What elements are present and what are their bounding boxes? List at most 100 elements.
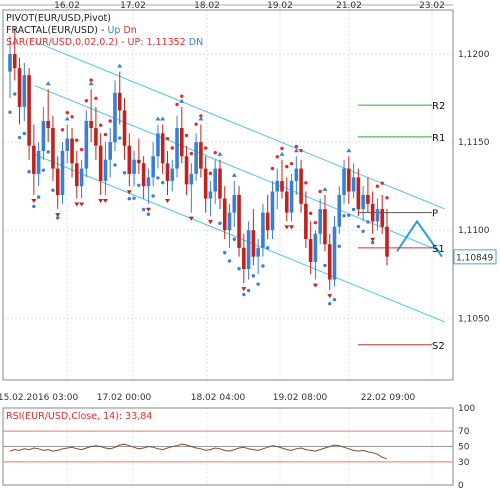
sar-dot bbox=[347, 213, 351, 217]
candle-body bbox=[137, 159, 141, 164]
pivot-label-s2: S2 bbox=[432, 341, 445, 352]
rsi-tick-label: 70 bbox=[458, 427, 470, 437]
sar-dot bbox=[79, 147, 84, 152]
fractal-down-marker bbox=[312, 283, 318, 288]
sar-dot bbox=[17, 135, 22, 140]
candle-body bbox=[89, 121, 93, 129]
sar-dot bbox=[170, 146, 174, 150]
sar-dot bbox=[223, 250, 227, 255]
candle-body bbox=[265, 212, 270, 231]
sar-dot bbox=[366, 220, 370, 224]
sar-dot bbox=[141, 207, 146, 212]
candle-body bbox=[60, 150, 65, 195]
sar-dot bbox=[98, 123, 103, 127]
bottom-date-label: 22.02 09:00 bbox=[361, 393, 416, 403]
rsi-tick-label: 0 bbox=[458, 481, 464, 491]
candle-body bbox=[366, 195, 370, 204]
sar-dot bbox=[175, 102, 179, 107]
candle-body bbox=[270, 191, 275, 231]
rsi-tick-label: 50 bbox=[458, 443, 470, 453]
candle-body bbox=[356, 177, 361, 210]
fractal-up-marker bbox=[279, 151, 285, 156]
fractal-down-marker bbox=[79, 202, 85, 207]
y-tick-label: 1,1150 bbox=[458, 138, 490, 148]
fractal-up-marker bbox=[198, 116, 204, 121]
sar-dot bbox=[60, 128, 65, 132]
sar-dot bbox=[56, 216, 60, 220]
candle-body bbox=[246, 230, 251, 269]
candle-body bbox=[98, 145, 103, 181]
candle-body bbox=[84, 121, 89, 169]
sar-dot bbox=[370, 240, 375, 245]
sar-dot bbox=[65, 111, 69, 115]
candle-body bbox=[75, 163, 79, 187]
candle-body bbox=[146, 177, 151, 187]
fractal-down-marker bbox=[164, 199, 170, 203]
sar-dot bbox=[342, 214, 346, 218]
sar-dot bbox=[270, 166, 275, 171]
candle-body bbox=[380, 209, 385, 227]
sar-dot bbox=[161, 180, 165, 185]
fractal-down-marker bbox=[207, 220, 213, 225]
candle-body bbox=[213, 168, 218, 192]
sar-dot bbox=[118, 136, 122, 140]
candle-body bbox=[199, 142, 203, 169]
top-date-label: 19.02 bbox=[267, 1, 293, 11]
candle-body bbox=[323, 209, 327, 245]
candle-body bbox=[27, 75, 31, 146]
sar-dot bbox=[294, 144, 299, 149]
sar-dot bbox=[323, 263, 327, 268]
last-price-label: 1,10849 bbox=[456, 253, 493, 263]
sar-dot bbox=[361, 229, 365, 233]
candle-body bbox=[299, 168, 303, 204]
fractal-down-marker bbox=[241, 287, 247, 292]
top-date-label: 18.02 bbox=[194, 1, 220, 11]
top-date-label: 21.02 bbox=[336, 1, 362, 11]
candle-body bbox=[351, 177, 356, 192]
sar-dot bbox=[280, 146, 284, 151]
sar-dot bbox=[13, 92, 17, 96]
candle-body bbox=[108, 142, 113, 160]
last-price-box bbox=[453, 249, 497, 265]
bottom-date-label: 15.02.2016 03:00 bbox=[0, 393, 78, 403]
fractal-down-marker bbox=[289, 225, 295, 230]
candle-body bbox=[332, 226, 337, 280]
candle-body bbox=[175, 128, 179, 169]
fractal-up-marker bbox=[322, 187, 328, 191]
sar-dot bbox=[137, 183, 141, 188]
bottom-date-label: 18.02 04:00 bbox=[191, 393, 246, 403]
sar-dot bbox=[227, 259, 232, 263]
sar-dot bbox=[94, 96, 98, 100]
candle-body bbox=[55, 168, 60, 195]
sar-dot bbox=[189, 151, 194, 156]
sar-dot bbox=[265, 246, 270, 250]
candle-body bbox=[342, 168, 346, 195]
candle-body bbox=[179, 128, 184, 157]
candle-body bbox=[8, 54, 12, 72]
pivot-label-p: P bbox=[432, 209, 438, 220]
candle-body bbox=[218, 168, 222, 199]
sar-dot bbox=[51, 188, 55, 192]
sar-dot bbox=[127, 197, 132, 201]
candle-body bbox=[361, 195, 365, 210]
candle-body bbox=[189, 173, 194, 185]
candle-body bbox=[127, 145, 132, 174]
fractal-up-marker bbox=[64, 116, 70, 121]
fractal-up-marker bbox=[179, 98, 185, 103]
candle-body bbox=[46, 121, 50, 129]
candle-body bbox=[232, 195, 237, 213]
candle-body bbox=[222, 198, 227, 231]
sar-dot bbox=[132, 196, 136, 200]
candle-body bbox=[170, 168, 175, 181]
sar-dot bbox=[332, 297, 337, 302]
sar-dot bbox=[70, 115, 74, 119]
sar-dot bbox=[218, 221, 222, 225]
candles bbox=[8, 27, 389, 291]
candle-body bbox=[36, 150, 41, 174]
candle-body bbox=[17, 68, 22, 107]
fractal-up-marker bbox=[293, 148, 299, 153]
fractal-down-marker bbox=[145, 207, 151, 212]
candle-body bbox=[122, 110, 127, 146]
candle-body bbox=[280, 180, 284, 192]
